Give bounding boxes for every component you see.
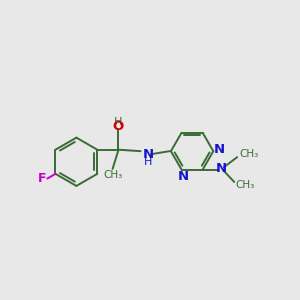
Text: F: F	[38, 172, 46, 185]
Text: N: N	[142, 148, 154, 160]
Text: H: H	[144, 158, 152, 167]
Text: CH₃: CH₃	[236, 180, 255, 190]
Text: N: N	[177, 169, 188, 182]
Text: CH₃: CH₃	[103, 170, 122, 180]
Text: N: N	[215, 162, 226, 175]
Text: CH₃: CH₃	[239, 149, 259, 159]
Text: H: H	[114, 117, 123, 127]
Text: O: O	[113, 120, 124, 133]
Text: N: N	[214, 143, 225, 156]
